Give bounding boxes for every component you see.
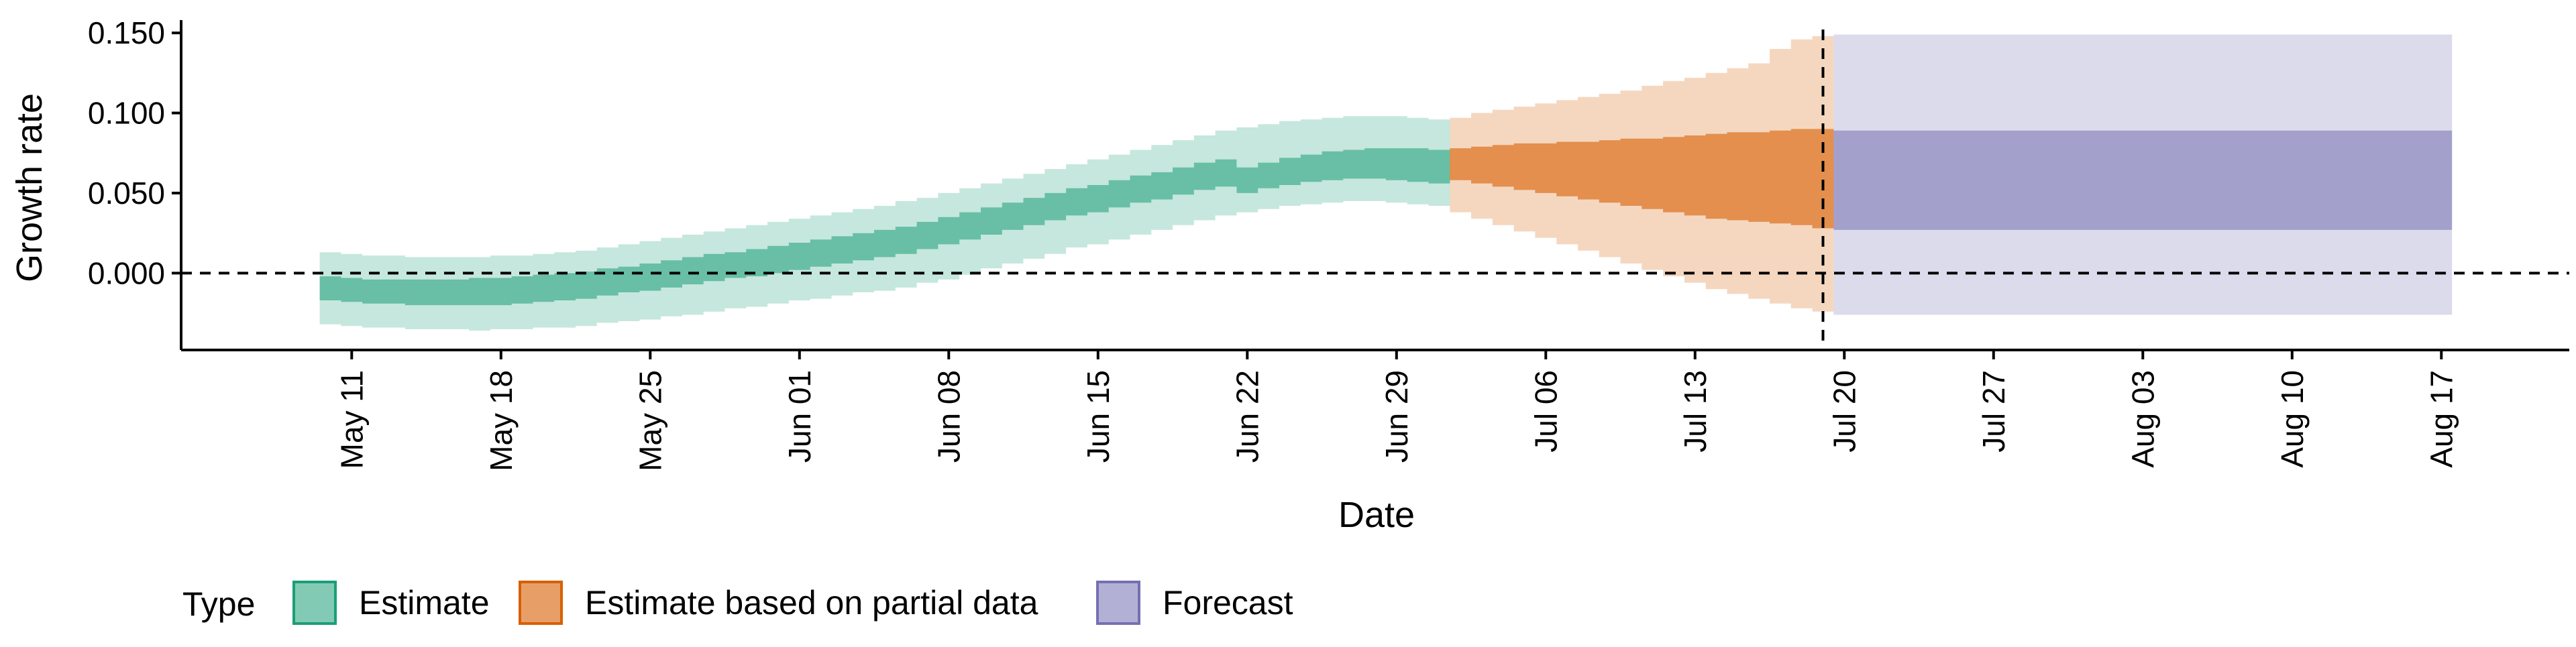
- x-tick-label: Aug 10: [2275, 370, 2310, 468]
- legend: Type Estimate Estimate based on partial d…: [182, 581, 1293, 625]
- y-axis-title: Growth rate: [9, 93, 50, 282]
- x-tick-label: Jun 01: [782, 370, 817, 463]
- x-tick-label: Jul 13: [1678, 370, 1713, 453]
- forecast-band-50: [1833, 130, 2453, 230]
- y-tick-label: 0.050: [88, 176, 165, 211]
- x-tick-label: Jul 20: [1827, 370, 1862, 453]
- bands-layer: [319, 34, 2453, 331]
- y-tick-label: 0.100: [88, 96, 165, 131]
- legend-forecast-swatch: [1096, 581, 1140, 625]
- x-tick-label: May 11: [334, 370, 369, 469]
- x-axis-title: Date: [1338, 495, 1415, 535]
- x-tick-label: Jun 22: [1230, 370, 1265, 463]
- x-tick-label: Aug 17: [2424, 370, 2459, 468]
- x-tick-label: Aug 03: [2125, 370, 2160, 468]
- legend-title: Type: [182, 585, 255, 623]
- reference-lines: [181, 30, 2569, 350]
- y-tick-label: 0.000: [88, 255, 165, 290]
- x-tick-label: Jul 06: [1528, 370, 1563, 453]
- y-tick-label: 0.150: [88, 15, 165, 50]
- legend-estimate-swatch: [292, 581, 337, 625]
- x-tick-label: May 18: [484, 370, 519, 471]
- legend-estimate-based-on-partial-data-label: Estimate based on partial data: [585, 584, 1038, 622]
- estimate-band-50: [319, 148, 1450, 306]
- legend-estimate-based-on-partial-data-swatch: [519, 581, 563, 625]
- x-tick-label: May 25: [633, 370, 667, 471]
- legend-forecast-label: Forecast: [1163, 584, 1293, 622]
- x-tick-label: Jun 08: [931, 370, 966, 463]
- legend-estimate-label: Estimate: [359, 584, 490, 622]
- x-tick-label: Jun 29: [1379, 370, 1414, 463]
- x-tick-label: Jun 15: [1081, 370, 1116, 463]
- x-tick-label: Jul 27: [1976, 370, 2011, 453]
- estimate-based-on-partial-data-band-50: [1450, 129, 1834, 229]
- axes: 0.000 0.050 0.100 0.150 May 11 May 18 May 25 Ju…: [88, 15, 2569, 471]
